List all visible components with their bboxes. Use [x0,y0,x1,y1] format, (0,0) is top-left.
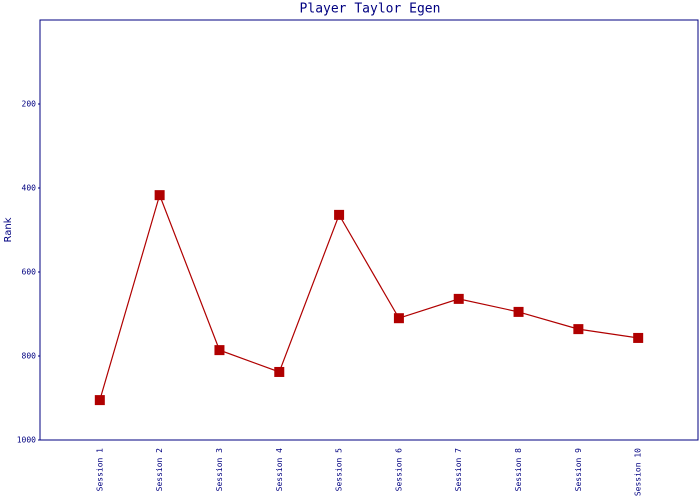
point-marker [214,345,225,356]
point-marker [94,395,105,406]
x-tick-label: Session 4 [275,448,284,492]
point-marker [274,366,285,377]
y-axis-label: Rank [3,217,14,242]
chart-title: Player Taylor Egen [300,2,441,17]
x-tick-label: Session 8 [514,448,523,492]
x-tick-label: Session 6 [394,448,403,492]
point-marker [513,306,524,317]
point-marker [393,313,404,324]
plot-frame [39,19,699,441]
point-marker [573,324,584,335]
x-tick-label: Session 1 [95,448,104,492]
point-marker [633,332,644,343]
y-tick-label: 200 [22,100,37,109]
x-tick-label: Session 9 [574,448,583,492]
point-marker [453,293,464,304]
x-tick-label: Session 5 [335,448,344,492]
x-tick-label: Session 10 [634,448,643,496]
point-marker [334,209,345,220]
y-tick-label: 1000 [17,436,36,445]
y-tick-label: 600 [22,268,37,277]
y-tick-label: 800 [22,352,37,361]
series-line [99,193,639,401]
x-tick-label: Session 2 [155,448,164,492]
x-tick-label: Session 3 [215,448,224,492]
y-tick-label: 400 [22,184,37,193]
point-marker [154,190,165,201]
x-tick-label: Session 7 [454,448,463,492]
